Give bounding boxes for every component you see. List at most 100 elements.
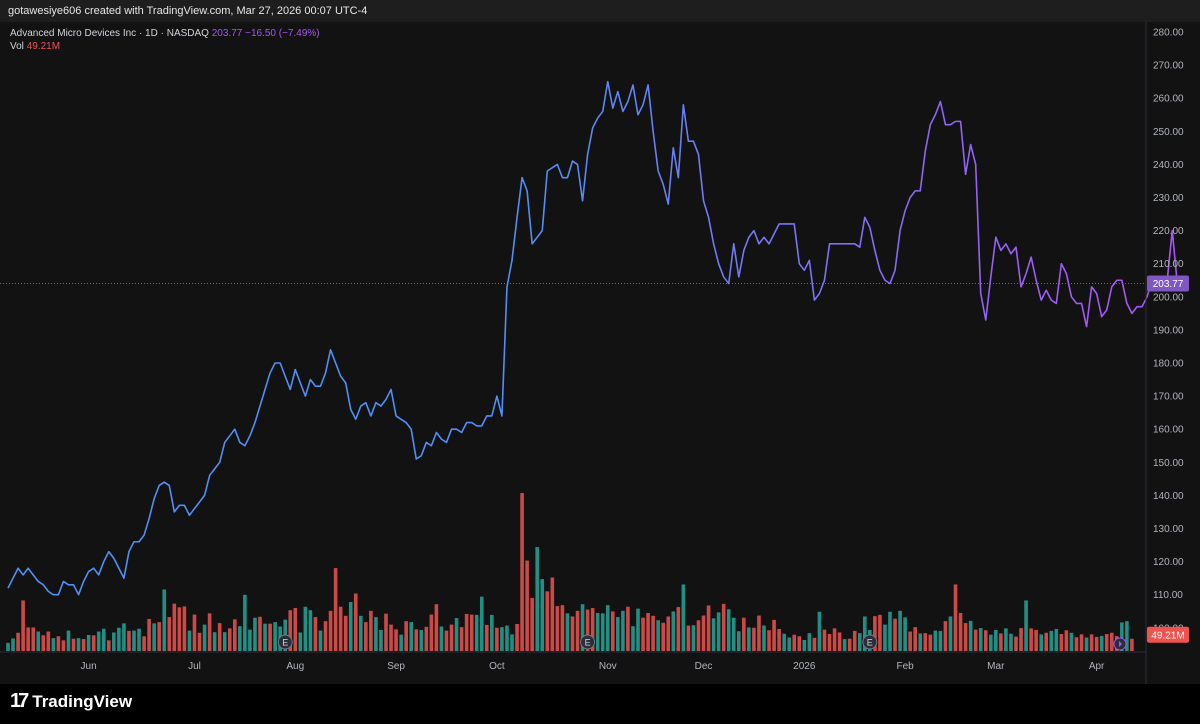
volume-bar [842, 639, 847, 651]
volume-bar [96, 631, 101, 651]
volume-bar [1054, 629, 1059, 651]
y-tick-label: 200.00 [1153, 292, 1184, 303]
volume-bar [500, 627, 504, 651]
volume-bar [737, 631, 741, 651]
volume-bar [520, 493, 524, 651]
volume-bar [898, 610, 902, 651]
volume-bar [545, 591, 550, 651]
volume-bar [923, 633, 928, 651]
earnings-badge-icon: E [277, 634, 293, 650]
volume-bar [913, 627, 917, 651]
replay-icon[interactable] [1113, 637, 1127, 651]
volume-bar [117, 627, 121, 651]
price-chart[interactable]: E E E 280.00 270.00 260.00 250.00 240.00 230.00… [0, 22, 1200, 684]
volume-bar [1099, 635, 1104, 651]
x-tick-label: Oct [489, 661, 505, 672]
volume-bar [847, 638, 852, 651]
volume-bar [36, 631, 41, 651]
volume-bar [495, 627, 499, 651]
volume-bar [999, 633, 1003, 651]
volume-bar [172, 603, 177, 651]
volume-bar [1104, 634, 1109, 651]
volume-bar [243, 594, 247, 651]
y-tick-label: 250.00 [1153, 127, 1184, 138]
volume-bar [686, 625, 691, 651]
x-tick-label: Jul [188, 661, 201, 672]
volume-bar [757, 615, 761, 651]
volume-bar [258, 616, 262, 651]
attribution-bar: gotawesiye606 created with TradingView.c… [0, 0, 1200, 22]
last-volume-tag-label: 49.21M [1151, 630, 1184, 641]
volume-bar [1019, 628, 1023, 651]
tradingview-logo[interactable]: 17 TradingView [10, 690, 132, 713]
volume-bar [389, 624, 393, 651]
y-tick-label: 230.00 [1153, 193, 1184, 204]
volume-bar [681, 584, 686, 651]
volume-bar [888, 611, 892, 651]
volume-bar [333, 568, 338, 651]
volume-bar [318, 630, 323, 651]
volume-bar [1059, 634, 1064, 651]
volume-bar [101, 628, 106, 651]
volume-bar [550, 577, 555, 651]
volume-bar [787, 637, 791, 651]
volume-bar [973, 629, 978, 651]
volume-bar [590, 607, 595, 651]
volume-bar [369, 610, 373, 651]
volume-bar [323, 621, 328, 651]
volume-bar [600, 613, 605, 651]
volume-bar [807, 633, 812, 651]
earnings-badge-glyph: E [867, 638, 873, 648]
volume-bar [515, 624, 519, 651]
y-tick-label: 260.00 [1153, 94, 1184, 105]
volume-bar [983, 630, 988, 651]
volume-bar [560, 605, 565, 651]
volume-bar [666, 616, 671, 651]
volume-bar [364, 622, 368, 651]
volume-bar [792, 634, 797, 651]
volume-bar [449, 624, 454, 651]
last-volume-tag: 49.21M [1147, 626, 1189, 643]
earnings-badge-glyph: E [585, 638, 591, 648]
volume-bar [248, 629, 252, 651]
volume-bar [66, 630, 71, 651]
earnings-badge-icon: E [580, 634, 596, 650]
earnings-badge-circle [580, 634, 596, 650]
tradingview-logo-icon: 17 [10, 690, 29, 712]
volume-bar [167, 617, 172, 651]
volume-bar [822, 629, 827, 651]
x-tick-label: Mar [987, 661, 1005, 672]
y-tick-label: 110.00 [1153, 590, 1183, 601]
volume-bar [978, 628, 983, 651]
plot-background [0, 22, 1146, 652]
volume-bar [641, 617, 645, 651]
volume-bar [837, 632, 842, 651]
x-tick-label: Nov [599, 661, 617, 672]
tradingview-logo-text: TradingView [32, 691, 133, 711]
volume-bar [661, 622, 665, 651]
volume-bar [86, 634, 91, 651]
chart-panel[interactable]: E E E 280.00 270.00 260.00 250.00 240.00 230.00… [0, 22, 1200, 684]
volume-bar [948, 616, 953, 651]
earnings-badge-icon: E [862, 634, 878, 650]
y-tick-label: 180.00 [1153, 359, 1184, 370]
volume-bar [777, 629, 781, 651]
volume-bar [21, 600, 25, 651]
volume-bar [1004, 628, 1008, 651]
volume-bar [716, 612, 721, 651]
volume-bar [444, 630, 449, 651]
volume-bar [71, 638, 76, 651]
volume-bar [61, 640, 66, 651]
volume-bar [1084, 637, 1089, 651]
volume-bar [338, 606, 343, 651]
volume-bar [691, 625, 696, 651]
volume-bar [1109, 632, 1114, 651]
volume-bar [1074, 637, 1079, 651]
volume-bar [238, 626, 242, 651]
volume-bar [555, 606, 560, 651]
volume-bar [490, 614, 494, 651]
legend-price: 203.77 [211, 28, 243, 39]
volume-bar [1029, 628, 1033, 651]
y-tick-label: 140.00 [1153, 491, 1184, 502]
price-series-line [7, 80, 1179, 596]
